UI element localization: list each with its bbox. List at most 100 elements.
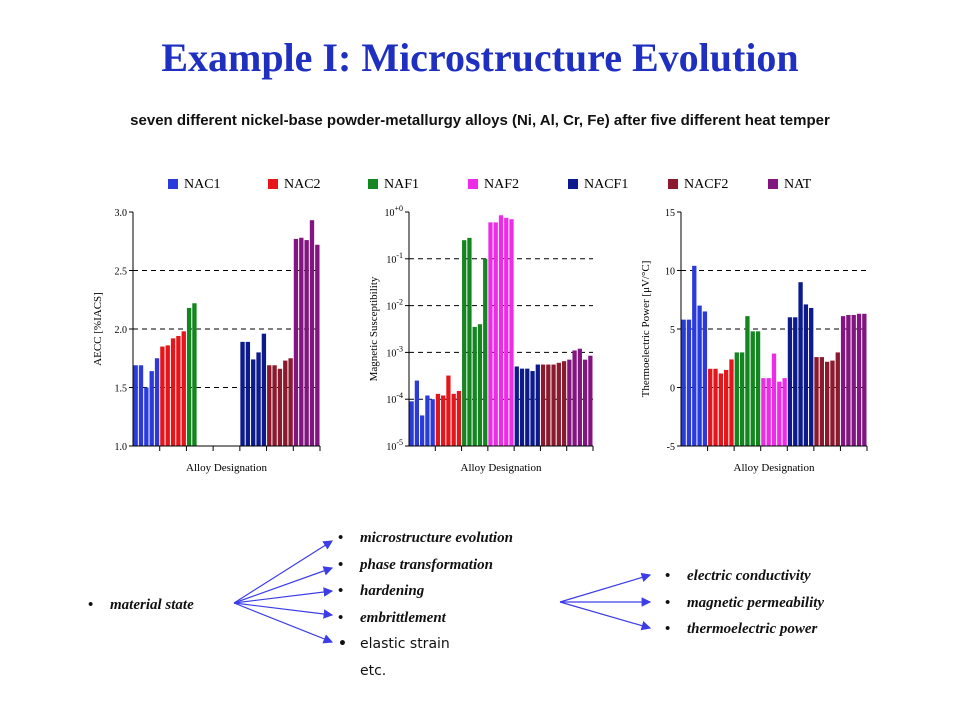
bar (856, 313, 862, 446)
bar (830, 360, 835, 446)
bar (798, 282, 803, 446)
bar (144, 387, 149, 446)
page-subtitle: seven different nickel-base powder-metal… (130, 112, 830, 129)
bar (718, 373, 724, 446)
bar (456, 390, 462, 446)
bar (138, 365, 144, 446)
bar (692, 265, 697, 446)
bar (509, 219, 514, 446)
bar (472, 326, 477, 446)
legend-swatch (468, 179, 478, 189)
legend-label: NACF1 (584, 177, 629, 192)
list-item-material-state: material state (88, 595, 194, 622)
bar (782, 378, 787, 446)
bar (556, 362, 561, 446)
bar (540, 364, 546, 446)
bar (304, 240, 309, 446)
legend-item-nat: NAT (768, 177, 811, 193)
arrow (559, 601, 652, 631)
bar (572, 350, 577, 446)
bar (561, 361, 567, 446)
bar (467, 237, 472, 446)
bar (819, 357, 824, 446)
legend-swatch (368, 179, 378, 189)
bar (525, 368, 530, 446)
list-item: hardening (338, 581, 513, 608)
bar (170, 338, 176, 446)
bar (713, 368, 718, 446)
bar (186, 307, 192, 446)
bar (420, 415, 425, 446)
bar (192, 303, 197, 446)
bar (755, 331, 761, 446)
bar (149, 371, 154, 446)
bar (809, 307, 814, 446)
list-item: elastic strain (338, 634, 513, 661)
bar (504, 217, 509, 446)
bar (293, 238, 299, 446)
legend-swatch (768, 179, 778, 189)
left-list: material state (88, 595, 194, 622)
bar (535, 364, 540, 446)
bar (551, 364, 556, 446)
arrow (233, 540, 334, 604)
bar (435, 393, 441, 446)
bar (409, 401, 414, 446)
arrow (233, 602, 334, 644)
x-axis-label: Alloy Designation (186, 462, 267, 474)
bar (414, 380, 420, 446)
bar (133, 365, 138, 446)
bar (697, 305, 702, 446)
bar (309, 220, 315, 446)
bar (793, 317, 798, 446)
y-axis-label: AECC [%IACS] (92, 292, 104, 366)
bar (277, 368, 283, 446)
legend-swatch (568, 179, 578, 189)
bar (530, 371, 535, 446)
bar (299, 237, 304, 446)
legend-swatch (668, 179, 678, 189)
bar (750, 331, 755, 446)
bar (588, 355, 593, 446)
bar (771, 353, 777, 446)
y-tick-label: 2.5 (115, 267, 128, 278)
list-item: microstructure evolution (338, 528, 513, 555)
bar (862, 313, 867, 446)
bar (288, 358, 293, 446)
y-tick-label: 3.0 (115, 208, 128, 219)
bar (519, 368, 525, 446)
bar (739, 352, 745, 446)
y-tick-label: 1.0 (115, 442, 128, 453)
page-title: Example I: Microstructure Evolution (161, 35, 799, 80)
bar (514, 366, 519, 446)
bar (840, 316, 846, 446)
bar (724, 369, 729, 446)
legend-item-nac1: NAC1 (168, 177, 221, 193)
bar (240, 341, 245, 446)
bar (567, 359, 572, 446)
y-tick-label: 2.0 (115, 325, 128, 336)
bar (176, 336, 181, 446)
y-tick-label: 1.5 (115, 384, 128, 395)
legend-label: NAT (784, 177, 812, 192)
chart-panel: 1.0 1.5 2.0 2.5 3.0 Alloy Designation AECC [%I… (92, 208, 321, 474)
right-list: electric conductivity magnetic permeabil… (665, 566, 824, 646)
legend-label: NACF2 (684, 177, 729, 192)
bar (425, 395, 430, 446)
bar (488, 222, 493, 446)
x-axis-label: Alloy Designation (461, 462, 542, 474)
legend-item-nacf1: NACF1 (568, 177, 628, 193)
middle-list: microstructure evolution phase transform… (338, 528, 513, 687)
bar (451, 393, 456, 446)
bar (477, 324, 483, 446)
arrow (233, 602, 334, 619)
bar (154, 358, 160, 446)
bar (851, 314, 856, 446)
bar (493, 222, 498, 446)
bar (734, 352, 739, 446)
bar (498, 215, 504, 446)
bar (787, 317, 793, 446)
legend-label: NAC1 (184, 177, 221, 192)
legend-item-naf2: NAF2 (468, 177, 519, 193)
